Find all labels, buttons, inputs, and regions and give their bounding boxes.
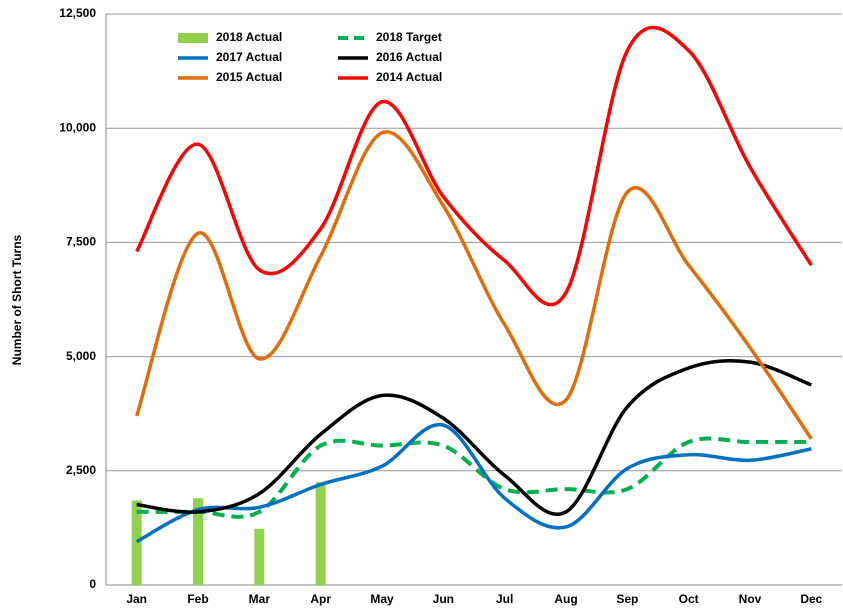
y-tick-label: 0 <box>89 577 96 591</box>
x-tick-label: Jan <box>126 592 147 606</box>
legend-label: 2018 Target <box>376 30 442 44</box>
legend-label: 2017 Actual <box>216 50 282 64</box>
legend-label: 2016 Actual <box>376 50 442 64</box>
x-tick-label: Feb <box>187 592 208 606</box>
bar <box>315 482 326 585</box>
bar <box>193 498 203 585</box>
x-tick-label: Sep <box>616 592 638 606</box>
line <box>136 359 812 516</box>
legend-swatch <box>178 33 208 43</box>
x-tick-label: May <box>370 592 394 606</box>
line <box>135 422 812 544</box>
line <box>135 25 813 307</box>
legend-label: 2015 Actual <box>216 70 282 84</box>
line <box>136 436 812 519</box>
x-tick-label: Oct <box>679 592 699 606</box>
x-tick-label: Dec <box>800 592 822 606</box>
legend-label: 2018 Actual <box>216 30 282 44</box>
y-tick-label: 2,500 <box>66 463 96 477</box>
bar <box>131 500 142 585</box>
y-tick-label: 10,000 <box>59 120 96 134</box>
x-tick-label: Jun <box>433 592 454 606</box>
y-tick-label: 7,500 <box>66 235 96 249</box>
line <box>135 130 813 440</box>
y-axis-label: Number of Short Turns <box>10 234 24 365</box>
x-tick-label: Nov <box>739 592 762 606</box>
legend-label: 2014 Actual <box>376 70 442 84</box>
y-tick-label: 12,500 <box>59 6 96 20</box>
x-tick-label: Aug <box>554 592 577 606</box>
x-tick-label: Jul <box>496 592 513 606</box>
y-tick-label: 5,000 <box>66 349 96 363</box>
bar <box>254 528 265 585</box>
x-tick-label: Mar <box>249 592 271 606</box>
x-tick-label: Apr <box>310 592 331 606</box>
